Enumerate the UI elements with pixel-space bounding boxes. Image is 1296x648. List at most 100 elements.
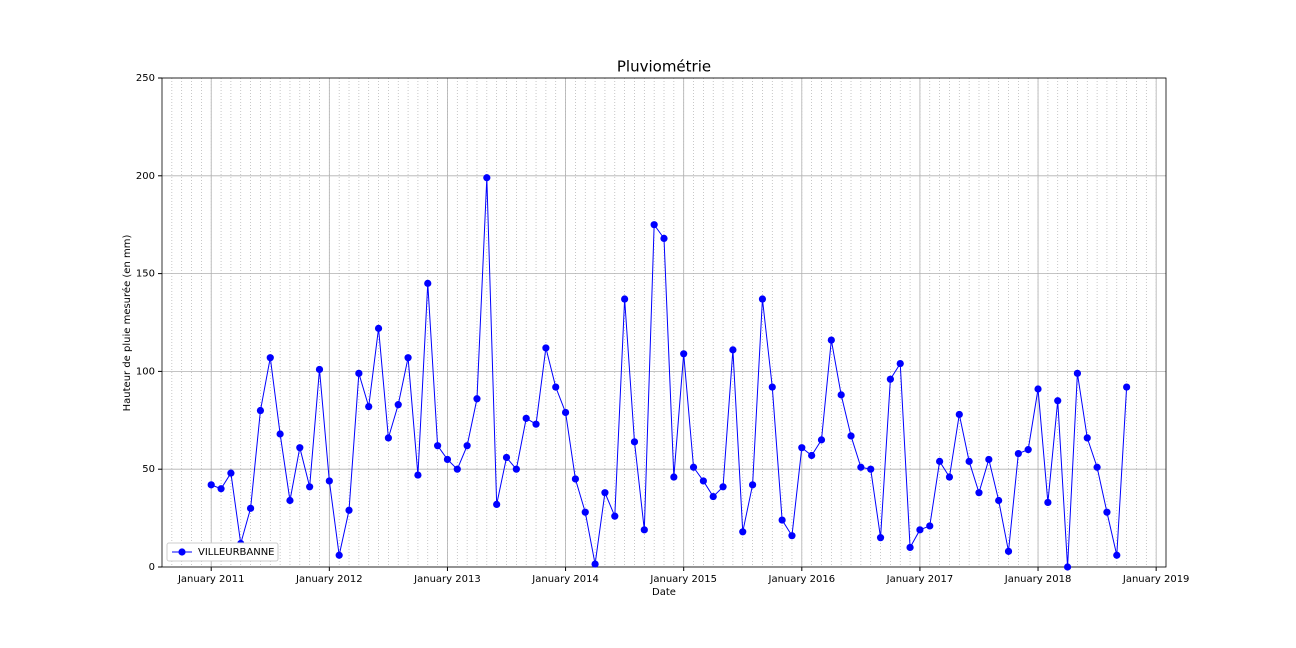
data-point [1093, 463, 1101, 471]
y-tick-label: 100 [136, 366, 155, 377]
x-tick-label: January 2011 [177, 574, 245, 585]
y-tick-label: 150 [136, 269, 155, 280]
data-point [542, 344, 550, 352]
data-point [1063, 563, 1072, 571]
data-point [335, 551, 343, 559]
data-point [1054, 397, 1062, 405]
data-point [1044, 498, 1052, 507]
data-point [876, 534, 885, 542]
data-point [817, 436, 826, 444]
data-point [561, 408, 570, 417]
data-point [916, 526, 924, 534]
data-point [374, 324, 383, 332]
legend-box [166, 542, 279, 562]
data-point [286, 496, 294, 505]
data-point [680, 350, 688, 358]
x-tick-label: January 2018 [1004, 574, 1072, 585]
data-point [719, 483, 727, 491]
data-point [955, 410, 963, 419]
data-point [532, 420, 540, 428]
y-axis-label: Hauteur de pluie mesurée (en mm) [121, 235, 133, 412]
data-point [404, 354, 412, 362]
data-point [1004, 547, 1013, 555]
data-point [739, 528, 747, 536]
data-point [365, 403, 373, 411]
y-tick-label: 0 [149, 562, 155, 573]
data-point [217, 485, 225, 493]
data-point [965, 457, 973, 465]
x-tick-label: January 2014 [531, 574, 599, 585]
data-point [995, 496, 1003, 505]
data-point [512, 465, 520, 473]
data-point [276, 430, 284, 438]
data-point [926, 522, 934, 530]
data-point [443, 455, 452, 464]
data-point [660, 234, 668, 242]
data-point [571, 475, 580, 483]
data-point [886, 375, 894, 383]
x-tick-label: January 2012 [295, 574, 363, 585]
data-point [453, 465, 461, 473]
x-tick-label: January 2015 [649, 574, 717, 585]
data-point [355, 369, 363, 377]
y-tick-label: 50 [142, 464, 155, 475]
data-point [1034, 385, 1042, 393]
data-point [424, 279, 432, 287]
chart-title: Pluviométrie [617, 58, 711, 76]
y-tick-label: 200 [136, 171, 155, 182]
data-point [768, 383, 776, 391]
data-point [256, 406, 265, 415]
x-tick-label: January 2016 [768, 574, 836, 585]
data-point [808, 451, 816, 460]
data-point [896, 359, 904, 368]
data-point [699, 477, 707, 485]
data-point [1123, 383, 1131, 391]
data-point [1113, 551, 1121, 559]
data-point [778, 516, 786, 524]
data-point [630, 438, 639, 446]
data-point [611, 512, 619, 520]
data-point [207, 481, 215, 489]
data-point [581, 508, 589, 516]
data-point [246, 504, 255, 512]
data-point [345, 506, 353, 514]
data-point [522, 414, 530, 422]
data-point [867, 465, 875, 473]
legend-marker [178, 548, 186, 556]
data-point [601, 489, 609, 497]
data-point [827, 336, 835, 344]
data-point [502, 453, 511, 462]
data-point [985, 455, 993, 464]
data-point [473, 395, 481, 403]
data-point [798, 444, 806, 452]
x-tick-label: January 2013 [413, 574, 481, 585]
data-point [1024, 446, 1032, 454]
data-point [227, 469, 235, 477]
data-point [936, 457, 944, 465]
data-point [384, 434, 392, 442]
x-tick-label: January 2019 [1122, 574, 1190, 585]
data-point [325, 477, 333, 485]
data-point [621, 295, 629, 303]
data-point [640, 526, 648, 534]
data-point [857, 463, 865, 471]
data-point [788, 532, 796, 540]
data-point [414, 471, 422, 479]
data-point [729, 346, 737, 354]
data-point [837, 391, 845, 399]
data-point [1073, 369, 1082, 377]
data-point [434, 442, 442, 450]
data-point [1083, 434, 1091, 442]
data-point [483, 174, 491, 182]
data-point [306, 483, 314, 491]
data-point [650, 221, 658, 229]
data-point [296, 444, 304, 452]
data-point [266, 354, 274, 362]
data-point [906, 543, 914, 552]
data-point [847, 432, 855, 440]
data-point [670, 473, 678, 481]
data-point [315, 365, 324, 374]
